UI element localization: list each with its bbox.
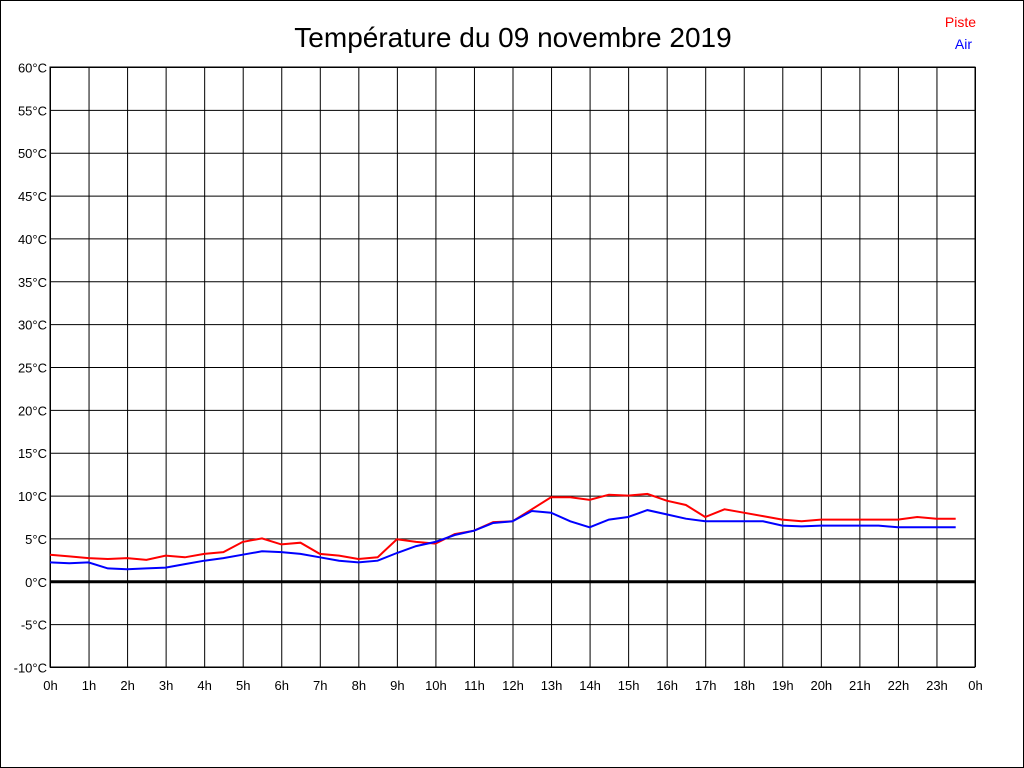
x-tick-label: 5h [236, 678, 250, 693]
y-tick-label: 30°C [18, 318, 47, 333]
legend-air: Air [955, 36, 972, 52]
y-tick-label: 35°C [18, 275, 47, 290]
x-tick-label: 14h [579, 678, 601, 693]
x-tick-label: 23h [926, 678, 948, 693]
x-tick-label: 12h [502, 678, 524, 693]
x-tick-label: 17h [695, 678, 717, 693]
y-tick-label: 55°C [18, 103, 47, 118]
x-tick-label: 2h [120, 678, 134, 693]
x-tick-label: 18h [733, 678, 755, 693]
x-tick-label: 4h [197, 678, 211, 693]
series-line-air [49, 509, 956, 571]
chart-title: Température du 09 novembre 2019 [294, 22, 731, 53]
series-line-piste [49, 492, 956, 561]
y-tick-label: 5°C [25, 532, 47, 547]
x-tick-label: 3h [159, 678, 173, 693]
y-tick-label: 25°C [18, 361, 47, 376]
x-tick-label: 19h [772, 678, 794, 693]
y-tick-label: 0°C [25, 575, 47, 590]
x-tick-label: 15h [618, 678, 640, 693]
y-tick-label: 20°C [18, 403, 47, 418]
x-tick-label: 13h [541, 678, 563, 693]
x-tick-label: 22h [888, 678, 910, 693]
x-tick-label: 11h [464, 678, 485, 693]
y-tick-label: 15°C [18, 446, 47, 461]
x-tick-label: 10h [425, 678, 447, 693]
y-tick-label: 45°C [18, 189, 47, 204]
y-tick-label: 40°C [18, 232, 47, 247]
x-tick-label: 21h [849, 678, 871, 693]
x-tick-label: 8h [352, 678, 366, 693]
y-tick-label: -10°C [14, 661, 47, 676]
x-tick-label: 1h [82, 678, 96, 693]
y-tick-label: 50°C [18, 146, 47, 161]
x-tick-label: 6h [275, 678, 289, 693]
x-tick-label: 9h [390, 678, 404, 693]
y-tick-label: 10°C [18, 489, 47, 504]
x-tick-label: 16h [656, 678, 678, 693]
x-tick-label: 0h [43, 678, 57, 693]
x-tick-label: 20h [810, 678, 832, 693]
y-tick-label: -5°C [21, 618, 47, 633]
y-tick-label: 60°C [18, 61, 47, 76]
x-tick-label: 0h [968, 678, 982, 693]
x-tick-label: 7h [313, 678, 327, 693]
legend-piste: Piste [945, 14, 976, 30]
